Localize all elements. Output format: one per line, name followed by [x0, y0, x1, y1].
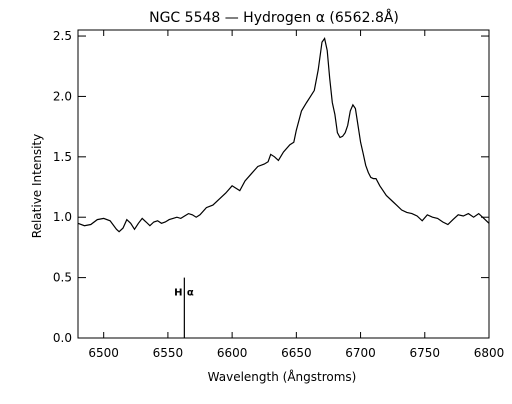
y-tick-label: 2.5: [53, 29, 72, 43]
spectrum-series-line: [77, 37, 490, 233]
x-tick-label: 6550: [153, 346, 184, 360]
h-alpha-marker-label-h: H: [174, 288, 182, 299]
y-tick-label: 1.5: [53, 150, 72, 164]
x-tick-label: 6700: [345, 346, 376, 360]
h-alpha-marker-label-alpha: α: [187, 288, 194, 299]
x-tick-label: 6500: [88, 346, 119, 360]
x-axis: 6500 6550 6600 6650 6700 6750 6800: [88, 30, 504, 360]
x-tick-label: 6600: [217, 346, 248, 360]
x-tick-label: 6750: [410, 346, 441, 360]
y-tick-label: 0.5: [53, 271, 72, 285]
x-tick-label: 6800: [474, 346, 505, 360]
y-axis: 0.0 0.5 1.0 1.5 2.0 2.5: [53, 29, 489, 345]
y-tick-label: 0.0: [53, 331, 72, 345]
chart-title: NGC 5548 — Hydrogen α (6562.8Å): [149, 9, 399, 26]
y-tick-label: 1.0: [53, 210, 72, 224]
plot-frame: [77, 29, 490, 339]
y-tick-label: 2.0: [53, 89, 72, 103]
y-axis-title: Relative Intensity: [30, 134, 44, 238]
x-axis-title: Wavelength (Ångstroms): [208, 369, 357, 384]
x-tick-label: 6650: [281, 346, 312, 360]
